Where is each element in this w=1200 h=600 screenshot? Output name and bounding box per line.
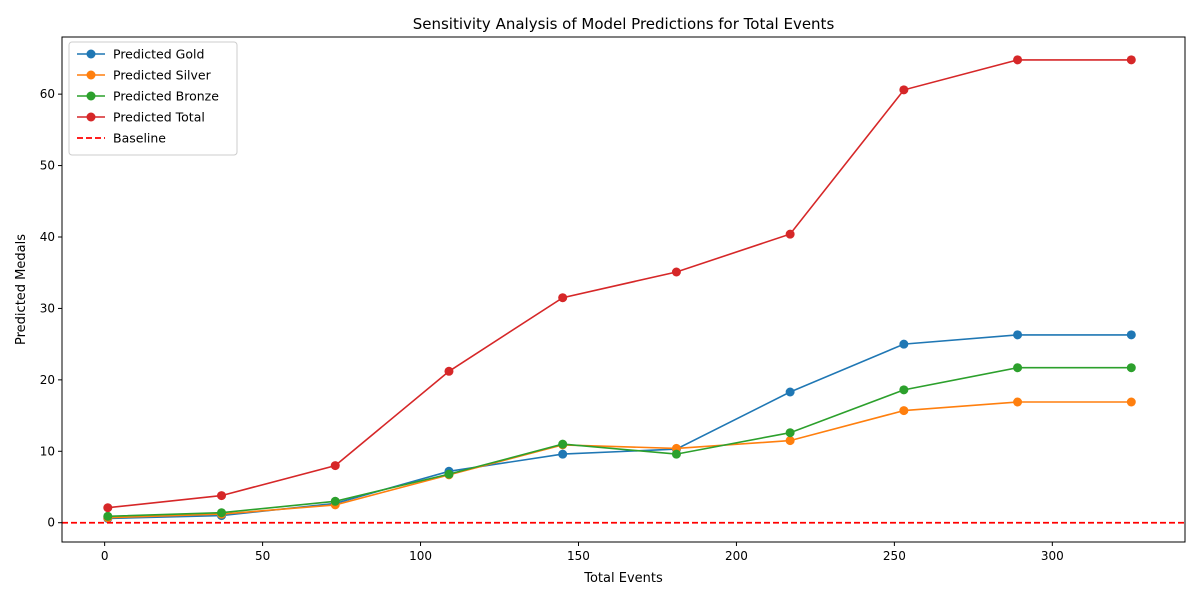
series-point-0 (785, 387, 795, 397)
x-axis-label: Total Events (583, 571, 663, 586)
legend-label: Baseline (113, 131, 166, 146)
plot-frame (61, 36, 1186, 543)
series-point-0 (1013, 330, 1023, 340)
legend-box (68, 41, 238, 156)
series-point-2 (444, 469, 454, 479)
series-point-2 (103, 511, 113, 521)
y-tick-label: 40 (40, 230, 55, 244)
series-point-2 (671, 449, 681, 459)
series-point-2 (785, 428, 795, 438)
series-point-2 (217, 508, 227, 518)
legend-label: Predicted Silver (113, 68, 212, 83)
legend-label: Predicted Gold (113, 47, 204, 62)
legend-marker (86, 49, 96, 59)
x-tick-label: 250 (883, 549, 906, 563)
series-line-2 (107, 366, 1132, 518)
legend-marker (86, 91, 96, 101)
series-point-1 (1126, 397, 1136, 407)
legend-label: Predicted Total (113, 110, 205, 125)
axes: 0 50 100 150 200 250 300 0 10 20 30 40 50 60 (40, 87, 1064, 563)
series-point-2 (558, 439, 568, 449)
series-point-3 (671, 267, 681, 277)
chart-title: Sensitivity Analysis of Model Prediction… (413, 15, 835, 33)
series-point-1 (785, 436, 795, 446)
series-point-3 (444, 366, 454, 376)
legend-marker (86, 112, 96, 122)
y-tick-label: 20 (40, 373, 55, 387)
series-point-3 (785, 229, 795, 239)
series-line-1 (107, 401, 1132, 519)
legend-marker (86, 70, 96, 80)
series-point-0 (1126, 330, 1136, 340)
series-point-2 (1126, 363, 1136, 373)
series-point-0 (558, 449, 568, 459)
series-point-3 (1126, 55, 1136, 65)
series-point-1 (1013, 397, 1023, 407)
x-tick-label: 100 (409, 549, 432, 563)
y-tick-label: 50 (40, 159, 55, 173)
y-tick-label: 10 (40, 444, 55, 458)
x-tick-label: 50 (255, 549, 270, 563)
series-point-0 (899, 339, 909, 349)
x-tick-label: 300 (1041, 549, 1064, 563)
series-point-3 (217, 491, 227, 501)
series-point-2 (1013, 363, 1023, 373)
y-axis-label: Predicted Medals (14, 234, 29, 345)
y-tick-label: 0 (47, 516, 55, 530)
series-point-2 (330, 496, 340, 506)
legend-label: Predicted Bronze (113, 89, 219, 104)
series-line-3 (107, 59, 1132, 509)
series-point-2 (899, 385, 909, 395)
series-point-3 (1013, 55, 1023, 65)
legend: Predicted Gold Predicted Silver Predicted … (68, 41, 238, 156)
series-point-3 (103, 503, 113, 513)
series-point-3 (330, 461, 340, 471)
x-tick-label: 0 (101, 549, 109, 563)
plot-area (62, 55, 1185, 524)
y-tick-label: 30 (40, 301, 55, 315)
series-point-3 (558, 293, 568, 303)
series-point-1 (899, 406, 909, 416)
x-tick-label: 150 (567, 549, 590, 563)
series-point-3 (899, 85, 909, 95)
y-tick-label: 60 (40, 87, 55, 101)
x-tick-label: 200 (725, 549, 748, 563)
series-line-0 (107, 334, 1132, 520)
